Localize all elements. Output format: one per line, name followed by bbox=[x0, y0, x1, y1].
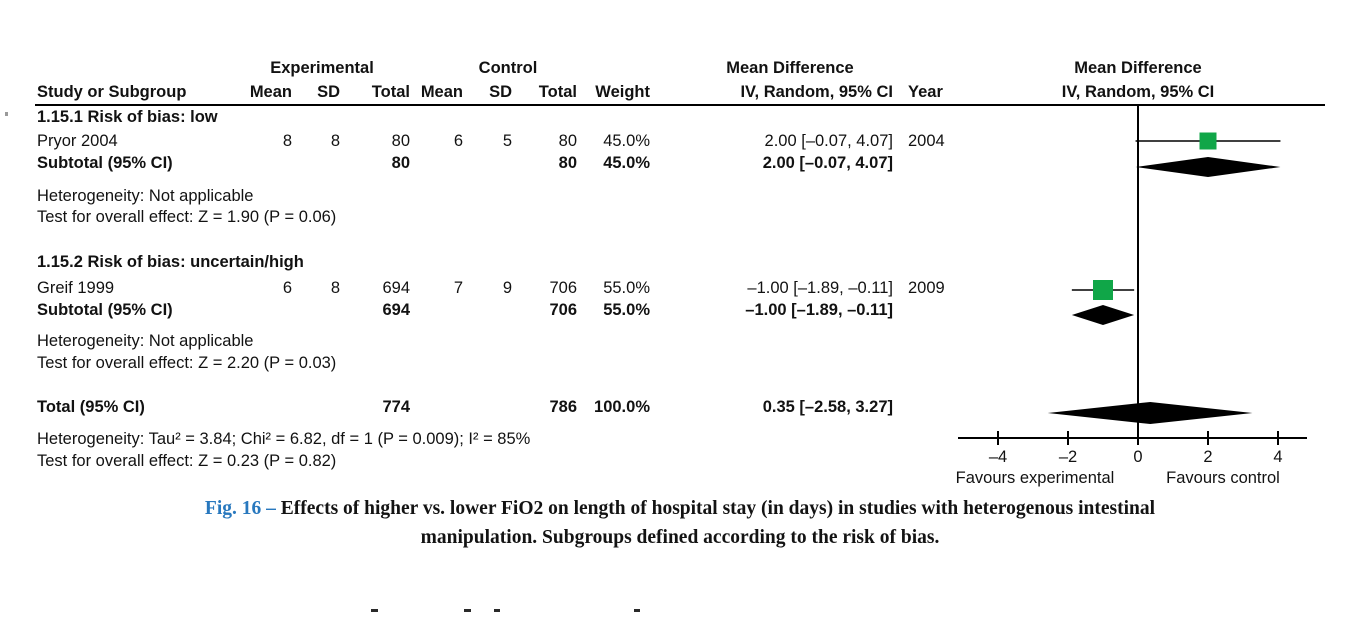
group-header-mean-difference-left: Mean Difference bbox=[726, 59, 854, 77]
caption-line-2: manipulation. Subgroups defined accordin… bbox=[420, 527, 940, 548]
cell-study: Greif 1999 bbox=[37, 279, 115, 297]
total-row: Total (95% CI) 774 786 100.0% 0.35 [–2.58, 3… bbox=[0, 396, 1360, 418]
col-header-exp-sd: SD bbox=[317, 83, 340, 101]
cell-c-mean: 6 bbox=[453, 132, 463, 150]
col-header-ctl-total: Total bbox=[538, 83, 577, 101]
cell-study: Total (95% CI) bbox=[37, 398, 145, 416]
page-margin-artifact bbox=[5, 112, 8, 116]
caption-figure-number: Fig. 16 – bbox=[204, 498, 281, 519]
cell-c-sd: 9 bbox=[502, 279, 512, 297]
cell-e-total: 80 bbox=[391, 132, 410, 150]
cell-e-mean: 6 bbox=[282, 279, 292, 297]
figure-caption: Fig. 16 – Effects of higher vs. lower Fi… bbox=[0, 494, 1360, 552]
cell-e-sd: 8 bbox=[330, 279, 340, 297]
cell-c-mean: 7 bbox=[453, 279, 463, 297]
stats-note: Heterogeneity: Tau² = 3.84; Chi² = 6.82,… bbox=[37, 430, 531, 448]
col-header-ctl-mean: Mean bbox=[420, 83, 463, 101]
subgroup-title: 1.15.2 Risk of bias: uncertain/high bbox=[37, 253, 304, 271]
group-header-mean-difference-right: Mean Difference bbox=[1074, 59, 1202, 77]
note-row: Test for overall effect: Z = 1.90 (P = 0… bbox=[0, 206, 1360, 228]
cell-weight: 55.0% bbox=[603, 279, 650, 297]
col-header-iv-ci-plot: IV, Random, 95% CI bbox=[1061, 83, 1215, 101]
subtotal-row: Subtotal (95% CI) 694 706 55.0% –1.00 [–1.89… bbox=[0, 299, 1360, 321]
note-row: Test for overall effect: Z = 2.20 (P = 0… bbox=[0, 352, 1360, 374]
stats-note: Test for overall effect: Z = 2.20 (P = 0… bbox=[37, 354, 337, 372]
cropped-text-fragment bbox=[371, 609, 378, 612]
cell-ci: 2.00 [–0.07, 4.07] bbox=[764, 132, 893, 150]
cell-ci: –1.00 [–1.89, –0.11] bbox=[745, 301, 893, 319]
cell-c-total: 80 bbox=[558, 132, 577, 150]
cell-e-total: 694 bbox=[382, 279, 410, 297]
cell-weight: 100.0% bbox=[594, 398, 650, 416]
cropped-text-fragment bbox=[494, 609, 500, 612]
cropped-text-fragment bbox=[464, 609, 471, 612]
cell-ci: –1.00 [–1.89, –0.11] bbox=[747, 279, 893, 297]
col-header-year: Year bbox=[908, 83, 943, 101]
cell-year: 2009 bbox=[908, 279, 945, 297]
header-divider bbox=[35, 104, 1325, 106]
cell-year: 2004 bbox=[908, 132, 945, 150]
cell-weight: 45.0% bbox=[603, 154, 650, 172]
cell-c-sd: 5 bbox=[502, 132, 512, 150]
col-header-weight: Weight bbox=[595, 83, 650, 101]
cell-e-total: 694 bbox=[382, 301, 410, 319]
subtotal-row: Subtotal (95% CI) 80 80 45.0% 2.00 [–0.07, 4… bbox=[0, 152, 1360, 174]
study-row: Greif 1999 6 8 694 7 9 706 55.0% –1.00 [–1.89, –… bbox=[0, 277, 1360, 299]
cell-e-sd: 8 bbox=[330, 132, 340, 150]
cell-e-total: 774 bbox=[382, 398, 410, 416]
section-row: 1.15.2 Risk of bias: uncertain/high bbox=[0, 251, 1360, 273]
cell-c-total: 80 bbox=[558, 154, 577, 172]
cell-weight: 55.0% bbox=[603, 301, 650, 319]
group-header-experimental: Experimental bbox=[270, 59, 374, 77]
col-header-exp-total: Total bbox=[371, 83, 410, 101]
cell-study: Pryor 2004 bbox=[37, 132, 118, 150]
caption-line-1-text: Effects of higher vs. lower FiO2 on leng… bbox=[280, 498, 1156, 519]
table-group-header-row: Experimental Control Mean Difference Mea… bbox=[0, 57, 1360, 79]
cell-ci: 2.00 [–0.07, 4.07] bbox=[762, 154, 893, 172]
section-row: 1.15.1 Risk of bias: low bbox=[0, 106, 1360, 128]
cell-study: Subtotal (95% CI) bbox=[37, 301, 173, 319]
col-header-ctl-sd: SD bbox=[489, 83, 512, 101]
cell-c-total: 706 bbox=[549, 279, 577, 297]
cell-e-mean: 8 bbox=[282, 132, 292, 150]
group-header-control: Control bbox=[478, 59, 538, 77]
note-row: Test for overall effect: Z = 0.23 (P = 0… bbox=[0, 450, 1360, 472]
table-header-row: Study or Subgroup Mean SD Total Mean SD … bbox=[0, 81, 1360, 103]
col-header-study: Study or Subgroup bbox=[37, 83, 187, 101]
study-row: Pryor 2004 8 8 80 6 5 80 45.0% 2.00 [–0.07, 4.07… bbox=[0, 130, 1360, 152]
note-row: Heterogeneity: Not applicable bbox=[0, 185, 1360, 207]
cell-study: Subtotal (95% CI) bbox=[37, 154, 173, 172]
stats-note: Heterogeneity: Not applicable bbox=[37, 187, 254, 205]
subgroup-title: 1.15.1 Risk of bias: low bbox=[37, 108, 218, 126]
caption-line-1: Fig. 16 – Effects of higher vs. lower Fi… bbox=[0, 494, 1360, 523]
col-header-exp-mean: Mean bbox=[249, 83, 292, 101]
stats-note: Test for overall effect: Z = 1.90 (P = 0… bbox=[37, 208, 337, 226]
col-header-iv-ci: IV, Random, 95% CI bbox=[740, 83, 893, 101]
stats-note: Heterogeneity: Not applicable bbox=[37, 332, 254, 350]
cell-ci: 0.35 [–2.58, 3.27] bbox=[762, 398, 893, 416]
stats-note: Test for overall effect: Z = 0.23 (P = 0… bbox=[37, 452, 337, 470]
cropped-text-fragment bbox=[634, 609, 640, 612]
note-row: Heterogeneity: Tau² = 3.84; Chi² = 6.82,… bbox=[0, 428, 1360, 450]
cell-e-total: 80 bbox=[391, 154, 410, 172]
cell-c-total: 786 bbox=[549, 398, 577, 416]
cell-weight: 45.0% bbox=[603, 132, 650, 150]
cell-c-total: 706 bbox=[549, 301, 577, 319]
note-row: Heterogeneity: Not applicable bbox=[0, 330, 1360, 352]
